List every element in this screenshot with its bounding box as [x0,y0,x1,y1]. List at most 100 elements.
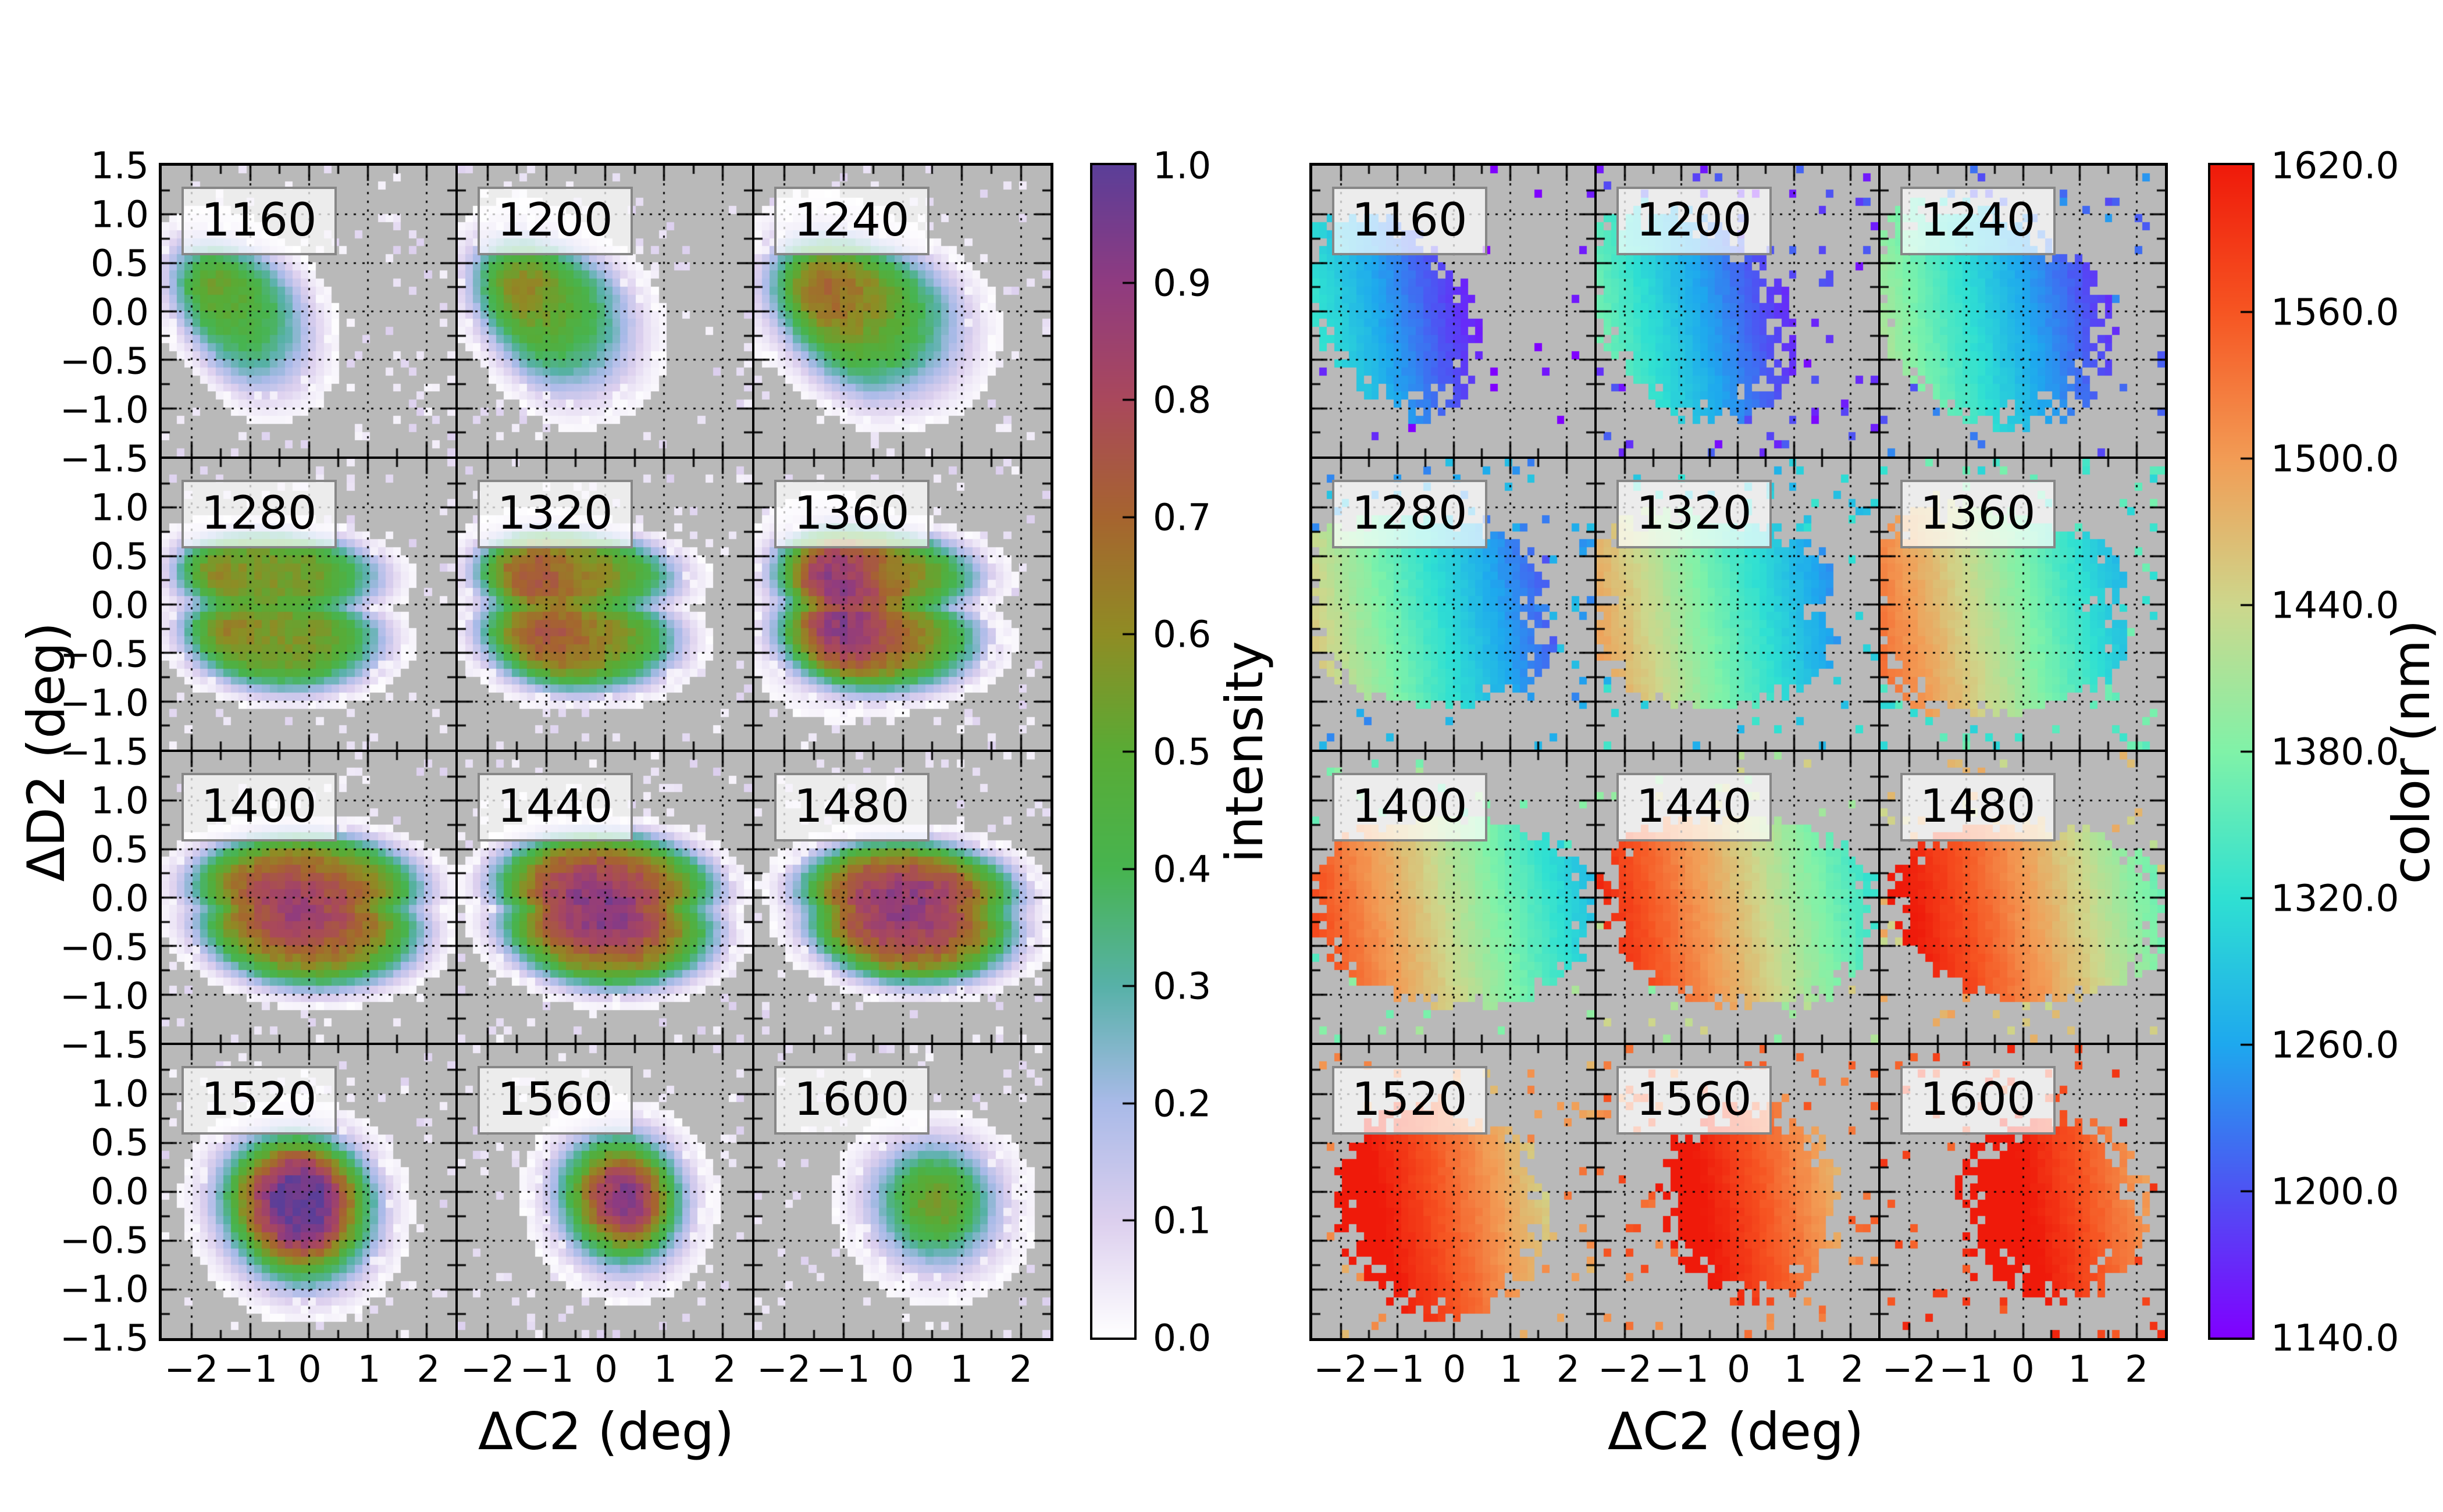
subplot-left-1280: 1280 [162,459,458,752]
panel-wavelength-label: 1280 [181,480,337,548]
color-colorbar [2208,163,2255,1340]
y-tick-label: −1.5 [60,437,149,480]
subplot-left-1600: 1600 [754,1045,1050,1338]
subplot-right-1160: 1160 [1312,166,1597,459]
intensity-colorbar-tick-label: 0.9 [1153,262,1212,305]
x-tick-label-right: 1 [1783,1348,1807,1390]
subplot-left-1400: 1400 [162,752,458,1045]
y-tick-label: 0.5 [90,535,149,578]
intensity-colorbar-tick-label: 0.7 [1153,496,1212,539]
panel-wavelength-label: 1520 [1332,1066,1487,1135]
intensity-colorbar-title: intensity [1215,641,1274,863]
y-tick-label: −1.0 [60,388,149,432]
x-axis-label-right: ΔC2 (deg) [1607,1402,1864,1461]
y-tick-label: 1.0 [90,779,149,822]
subplot-right-1560: 1560 [1597,1045,1881,1338]
x-tick-label-right: −2 [1313,1348,1368,1390]
color-colorbar-canvas [2210,165,2252,1338]
y-tick-label: 1.0 [90,486,149,529]
x-tick-label-left: 1 [653,1348,677,1390]
intensity-colorbar-canvas [1092,165,1134,1338]
x-tick-label-left: 2 [1009,1348,1033,1390]
intensity-colorbar-tick-label: 0.0 [1153,1317,1212,1360]
x-tick-label-right: −1 [1654,1348,1709,1390]
intensity-colorbar-tick-label: 0.3 [1153,965,1212,1008]
x-tick-label-left: −1 [223,1348,278,1390]
panel-wavelength-label: 1560 [478,1066,633,1135]
x-tick-label-left: 0 [891,1348,914,1390]
intensity-colorbar-tick-label: 0.6 [1153,613,1212,656]
y-tick-label: 0.5 [90,242,149,285]
y-tick-label: −1.0 [60,1268,149,1311]
panel-wavelength-label: 1280 [1332,480,1487,548]
intensity-colorbar-tick-label: 1.0 [1153,144,1212,187]
y-tick-label: 0.5 [90,1121,149,1164]
panel-wavelength-label: 1440 [1616,773,1772,841]
subplot-right-1280: 1280 [1312,459,1597,752]
x-tick-label-right: 0 [1726,1348,1751,1390]
panel-wavelength-label: 1360 [1900,480,2056,548]
x-tick-label-left: −2 [757,1348,811,1390]
panel-wavelength-label: 1600 [1900,1066,2056,1135]
intensity-colorbar-tick-label: 0.8 [1153,379,1212,422]
subplot-right-1320: 1320 [1597,459,1881,752]
subplot-left-1560: 1560 [458,1045,754,1338]
y-tick-label: 1.5 [90,144,149,187]
panel-wavelength-label: 1400 [181,773,337,841]
intensity-colorbar-tick-label: 0.2 [1153,1082,1212,1125]
y-tick-label: 0.0 [90,291,149,334]
y-tick-label: −0.5 [60,926,149,969]
panel-wavelength-label: 1160 [181,187,337,255]
panel-wavelength-label: 1480 [774,773,930,841]
subplot-right-1480: 1480 [1881,752,2165,1045]
x-tick-label-right: 2 [1840,1348,1864,1390]
subplot-right-1240: 1240 [1881,166,2165,459]
subplot-right-1200: 1200 [1597,166,1881,459]
subplot-right-1360: 1360 [1881,459,2165,752]
x-tick-label-right: 2 [1556,1348,1580,1390]
color-colorbar-tick-label: 1560.0 [2271,291,2399,334]
y-tick-label: −1.0 [60,975,149,1018]
subplot-left-1520: 1520 [162,1045,458,1338]
y-tick-label: 1.0 [90,193,149,236]
color-colorbar-tick-label: 1260.0 [2271,1024,2399,1067]
x-tick-label-right: −2 [1882,1348,1936,1390]
panel-wavelength-label: 1360 [774,480,930,548]
panel-wavelength-label: 1160 [1332,187,1487,255]
x-tick-label-left: 2 [416,1348,440,1390]
intensity-colorbar-tick-label: 0.5 [1153,730,1212,773]
x-tick-label-right: 1 [2068,1348,2092,1390]
intensity-colorbar-tick-label: 0.4 [1153,848,1212,891]
panel-wavelength-label: 1600 [774,1066,930,1135]
right-panel-grid: 1160 1200 1240 1280 1320 1360 1400 1440 1480 1520… [1309,163,2168,1341]
color-colorbar-tick-label: 1620.0 [2271,144,2399,187]
y-tick-label: −1.5 [60,1024,149,1067]
x-tick-label-right: 0 [1443,1348,1466,1390]
panel-wavelength-label: 1480 [1900,773,2056,841]
x-tick-label-left: 0 [298,1348,322,1390]
subplot-left-1240: 1240 [754,166,1050,459]
subplot-left-1320: 1320 [458,459,754,752]
subplot-right-1440: 1440 [1597,752,1881,1045]
subplot-right-1600: 1600 [1881,1045,2165,1338]
x-tick-label-left: 0 [594,1348,618,1390]
y-tick-label: 0.5 [90,828,149,871]
x-tick-label-left: 2 [713,1348,736,1390]
panel-wavelength-label: 1240 [774,187,930,255]
intensity-colorbar-tick-label: 0.1 [1153,1199,1212,1242]
y-tick-label: 1.0 [90,1072,149,1115]
color-colorbar-tick-label: 1440.0 [2271,584,2399,627]
color-colorbar-tick-label: 1140.0 [2271,1317,2399,1360]
x-tick-label-left: −2 [460,1348,515,1390]
subplot-left-1200: 1200 [458,166,754,459]
panel-wavelength-label: 1320 [1616,480,1772,548]
x-tick-label-left: 1 [357,1348,381,1390]
subplot-left-1440: 1440 [458,752,754,1045]
x-tick-label-left: −1 [816,1348,870,1390]
color-colorbar-tick-label: 1500.0 [2271,437,2399,480]
panel-wavelength-label: 1200 [478,187,633,255]
panel-wavelength-label: 1320 [478,480,633,548]
y-tick-label: −0.5 [60,340,149,383]
x-axis-label-left: ΔC2 (deg) [478,1402,735,1461]
